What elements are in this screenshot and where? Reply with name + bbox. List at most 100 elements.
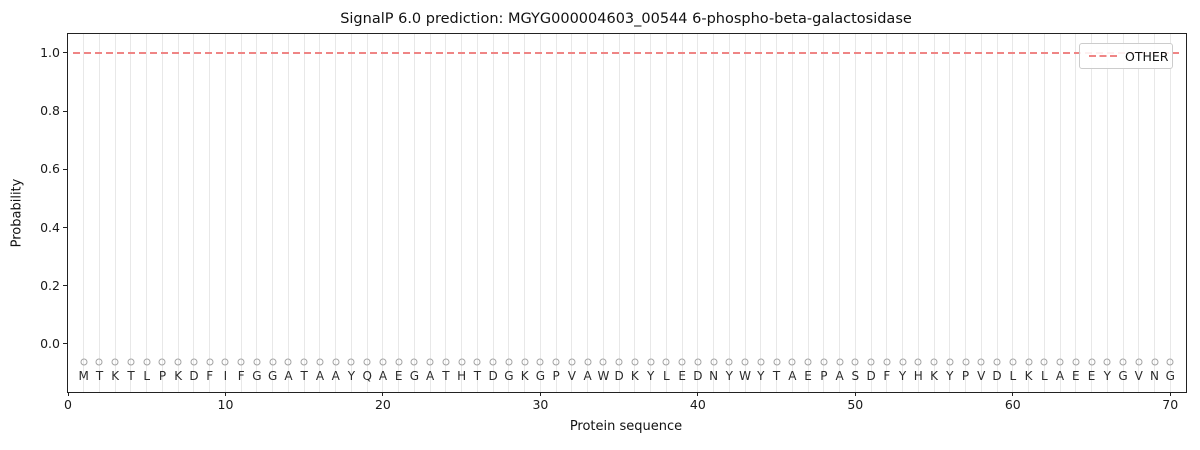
other-probability-line <box>73 51 1179 54</box>
sequence-letter: A <box>583 368 592 383</box>
gridline <box>791 34 793 392</box>
y-tick-label: 1.0 <box>40 44 60 60</box>
residue-marker <box>190 358 198 366</box>
sequence-letter: D <box>992 368 1002 383</box>
y-tick-label: 0.4 <box>40 219 60 235</box>
residue-marker <box>158 358 166 366</box>
residue-marker <box>883 358 891 366</box>
residue-marker <box>127 358 135 366</box>
sequence-letter: T <box>772 368 781 383</box>
y-axis-label: Probability <box>9 178 25 248</box>
gridline <box>1122 34 1124 392</box>
residue-marker <box>521 358 529 366</box>
residue-marker <box>631 358 639 366</box>
gridline <box>713 34 715 392</box>
residue-marker <box>1119 358 1127 366</box>
sequence-letter: P <box>158 368 167 383</box>
residue-marker <box>1166 358 1174 366</box>
residue-marker <box>584 358 592 366</box>
gridline <box>870 34 872 392</box>
residue-marker <box>930 358 938 366</box>
residue-marker <box>946 358 954 366</box>
residue-marker <box>962 358 970 366</box>
residue-marker <box>363 358 371 366</box>
gridline <box>1059 34 1061 392</box>
residue-marker <box>1151 358 1158 366</box>
gridline <box>602 34 604 392</box>
gridline <box>508 34 510 392</box>
sequence-letter: P <box>961 368 970 383</box>
residue-marker <box>851 358 859 366</box>
gridline <box>130 34 132 392</box>
sequence-letter: P <box>820 368 828 383</box>
residue-marker <box>174 358 182 366</box>
sequence-letter: T <box>127 368 135 383</box>
sequence-letter: I <box>223 368 228 383</box>
x-tick-label: 0 <box>64 397 72 412</box>
sequence-letter: Y <box>347 368 356 383</box>
sequence-letter: F <box>237 368 245 383</box>
gridline <box>1043 34 1045 392</box>
y-tick-mark <box>63 52 67 54</box>
sequence-letter: N <box>709 368 719 383</box>
gridline <box>146 34 148 392</box>
sequence-letter: G <box>268 368 278 383</box>
sequence-letter: G <box>535 368 546 383</box>
chart-title: SignalP 6.0 prediction: MGYG000004603_00… <box>340 11 912 27</box>
gridline <box>681 34 683 392</box>
sequence-letter: S <box>851 368 860 383</box>
x-tick-label: 70 <box>1162 397 1179 412</box>
gridline <box>902 34 904 392</box>
sequence-letter: A <box>331 368 340 383</box>
x-tick-label: 20 <box>374 397 391 412</box>
gridline <box>350 34 352 392</box>
sequence-letter: L <box>1040 368 1048 383</box>
y-tick-mark <box>63 168 67 170</box>
residue-marker <box>111 358 119 366</box>
residue-marker <box>269 358 277 366</box>
x-tick-label: 50 <box>847 397 864 412</box>
sequence-letter: E <box>394 368 403 383</box>
residue-marker <box>568 358 576 366</box>
sequence-letter: D <box>614 368 624 383</box>
gridline <box>1154 34 1155 392</box>
residue-marker <box>678 358 686 366</box>
sequence-letter: G <box>252 368 262 383</box>
x-tick-mark <box>854 392 856 396</box>
gridline <box>382 34 384 392</box>
legend-label-other: OTHER <box>1125 48 1169 64</box>
gridline <box>760 34 762 392</box>
residue-marker <box>95 358 103 366</box>
x-tick-mark <box>1012 392 1014 396</box>
sequence-letter: T <box>95 368 104 383</box>
residue-marker <box>221 358 229 366</box>
gridline <box>177 34 179 392</box>
residue-marker <box>725 358 733 366</box>
gridline <box>839 34 841 392</box>
sequence-letter: A <box>1055 368 1065 383</box>
gridline <box>272 34 274 392</box>
residue-marker <box>410 358 418 366</box>
sequence-letter: G <box>504 368 514 383</box>
residue-marker <box>741 358 749 366</box>
gridline <box>98 34 100 392</box>
residue-marker <box>253 358 261 366</box>
gridline <box>461 34 463 392</box>
residue-marker <box>773 358 781 366</box>
sequence-letter: H <box>913 368 923 383</box>
sequence-letter: D <box>189 368 199 383</box>
sequence-letter: T <box>473 368 482 383</box>
sequence-letter: Y <box>1103 368 1111 383</box>
legend: OTHER <box>1079 43 1173 69</box>
gridline <box>571 34 573 392</box>
gridline <box>996 34 998 392</box>
x-tick-label: 40 <box>689 397 706 412</box>
residue-marker <box>1056 358 1064 366</box>
gridline <box>303 34 305 392</box>
residue-marker <box>993 358 1001 366</box>
x-tick-label: 60 <box>1004 397 1021 412</box>
x-tick-label: 10 <box>217 397 234 412</box>
gridline <box>776 34 778 392</box>
residue-marker <box>473 358 481 366</box>
sequence-letter: D <box>866 368 876 383</box>
